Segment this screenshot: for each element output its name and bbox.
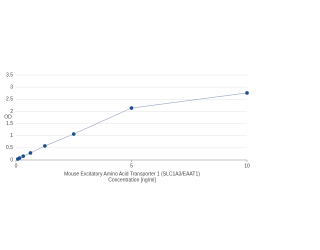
chart: OD Mouse Excitatory Amino Acid Transport…	[4, 72, 250, 183]
y-tick-label: 3	[10, 84, 13, 90]
data-point	[43, 144, 47, 148]
data-line	[17, 92, 248, 160]
y-tick-label: 3.5	[6, 72, 13, 78]
data-point	[21, 154, 26, 158]
x-axis-unit-label: Concentration [ng/ml]	[108, 177, 156, 183]
y-tick-label: 0.5	[6, 145, 13, 151]
y-tick-label: 2.5	[6, 97, 13, 103]
x-tick-label: 5	[130, 163, 133, 169]
data-point	[17, 156, 22, 160]
x-axis-label: Mouse Excitatory Amino Acid Transporter …	[64, 171, 200, 177]
x-tick-label: 0	[15, 163, 18, 169]
y-axis-label: OD	[4, 114, 12, 120]
y-tick-label: 1.5	[6, 121, 13, 127]
data-point	[245, 91, 249, 95]
data-point	[71, 132, 76, 136]
y-tick-label: 1	[10, 133, 13, 139]
data-point	[28, 151, 33, 155]
y-tick-label: 0	[10, 157, 13, 163]
x-tick-label: 10	[244, 163, 250, 169]
data-point	[129, 106, 134, 110]
y-tick-label: 2	[10, 109, 13, 115]
